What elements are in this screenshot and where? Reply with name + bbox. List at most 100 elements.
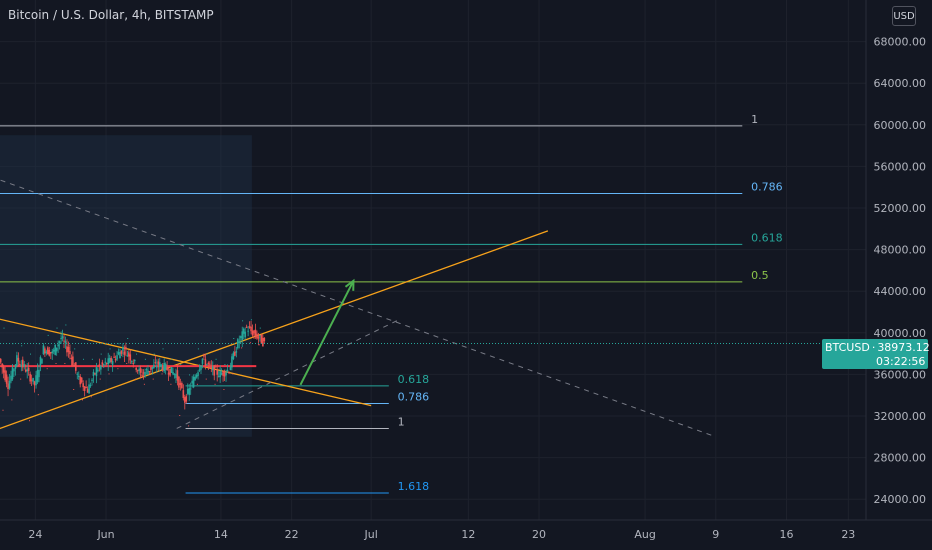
candle-body	[150, 367, 152, 371]
candle-body	[154, 362, 157, 364]
price-tick-label: 44000.00	[874, 285, 927, 298]
candle-body	[101, 362, 104, 365]
candle-body	[214, 366, 217, 368]
candle-body	[147, 370, 149, 375]
candle-body	[254, 329, 257, 336]
candle-body	[122, 346, 124, 351]
time-tick-label: 24	[28, 528, 42, 541]
candle-body	[172, 372, 174, 375]
candle-body	[256, 333, 258, 339]
candle-body	[72, 356, 74, 366]
candle-body	[114, 359, 117, 361]
candle-body	[8, 380, 11, 389]
candle-body	[7, 383, 9, 390]
candle-body	[175, 373, 177, 378]
fib-level-label: 0.618	[751, 231, 783, 244]
dashed-descending-line	[0, 179, 716, 438]
ascending-trendline	[0, 230, 549, 430]
candle-body	[92, 371, 95, 376]
time-tick-label: 14	[214, 528, 228, 541]
candle-body	[20, 364, 23, 367]
candle-body	[235, 351, 238, 353]
candle-body	[57, 344, 59, 347]
candle-body	[259, 335, 261, 337]
candle-body	[191, 380, 193, 384]
candle-body	[247, 330, 249, 332]
candle-body	[102, 364, 105, 366]
candle-body	[36, 369, 39, 383]
candle-body	[206, 364, 208, 366]
candle-body	[161, 366, 164, 371]
candle-body	[54, 344, 56, 355]
price-tick-label: 64000.00	[874, 77, 927, 90]
candle-body	[176, 370, 179, 381]
candle-body	[239, 336, 242, 338]
candle-body	[10, 375, 12, 382]
time-tick-label: 16	[779, 528, 793, 541]
candle-body	[195, 375, 198, 378]
candle-body	[181, 383, 183, 389]
candle-body	[200, 365, 202, 370]
candle-body	[66, 346, 68, 353]
candle-body	[248, 326, 251, 328]
candle-body	[250, 326, 252, 332]
candle-body	[211, 366, 214, 371]
candle-body	[133, 359, 136, 362]
candle-body	[108, 357, 111, 363]
candle-body	[47, 347, 49, 355]
candle-body	[119, 351, 121, 359]
candle-body	[141, 374, 143, 376]
candle-body	[82, 383, 84, 388]
fib-level-label: 0.786	[751, 180, 783, 193]
candle-body	[63, 340, 65, 342]
candle-body	[209, 363, 211, 365]
candle-body	[164, 364, 167, 370]
price-tick-label: 68000.00	[874, 36, 927, 49]
price-axis[interactable]: 24000.00 28000.00 32000.00 36000.00 40000.00…	[874, 36, 927, 507]
last-price-badge: BTCUSD · 38973.12 03:22:56	[822, 339, 930, 369]
candle-body	[138, 368, 140, 371]
candle-body	[145, 369, 148, 371]
candle-body	[219, 371, 221, 378]
candle-body	[19, 363, 21, 365]
last-price-symbol: BTCUSD	[825, 341, 870, 354]
candle-body	[210, 366, 213, 368]
candle-body	[151, 367, 154, 369]
candle-body	[51, 351, 54, 354]
fib-level-label: 0.786	[398, 391, 430, 404]
candle-body	[142, 372, 145, 374]
time-tick-label: Jul	[364, 528, 378, 541]
candle-body	[52, 349, 55, 352]
candle-body	[173, 373, 176, 375]
candle-body	[207, 362, 210, 365]
projection-arrow-head	[344, 278, 355, 291]
candle-body	[217, 376, 220, 378]
fib-level-label: 1	[751, 113, 758, 126]
candle-body	[107, 358, 110, 365]
bar-countdown: 03:22:56	[876, 355, 926, 368]
candle-body	[67, 346, 70, 353]
candle-body	[192, 376, 195, 388]
candle-body	[21, 359, 24, 368]
candle-body	[4, 370, 6, 381]
candle-body	[98, 364, 101, 367]
projection-arrow	[299, 280, 355, 386]
candle-body	[95, 367, 98, 377]
candle-body	[94, 373, 96, 375]
candle-body	[232, 352, 235, 360]
candle-body	[241, 331, 244, 341]
candle-body	[91, 379, 93, 381]
candle-body	[234, 351, 236, 356]
time-axis[interactable]: 24 Jun 14 22 Jul 12 20 Aug 9 16 23	[28, 528, 855, 541]
candle-body	[144, 371, 146, 377]
candle-body	[226, 369, 229, 371]
candlesticks	[0, 319, 266, 427]
time-tick-label: 12	[461, 528, 475, 541]
candle-body	[70, 357, 73, 360]
candle-body	[257, 336, 260, 339]
candle-body	[77, 375, 80, 378]
fib-level-label: 1	[398, 415, 405, 428]
currency-button[interactable]: USD	[892, 6, 916, 26]
candle-body	[136, 370, 139, 372]
